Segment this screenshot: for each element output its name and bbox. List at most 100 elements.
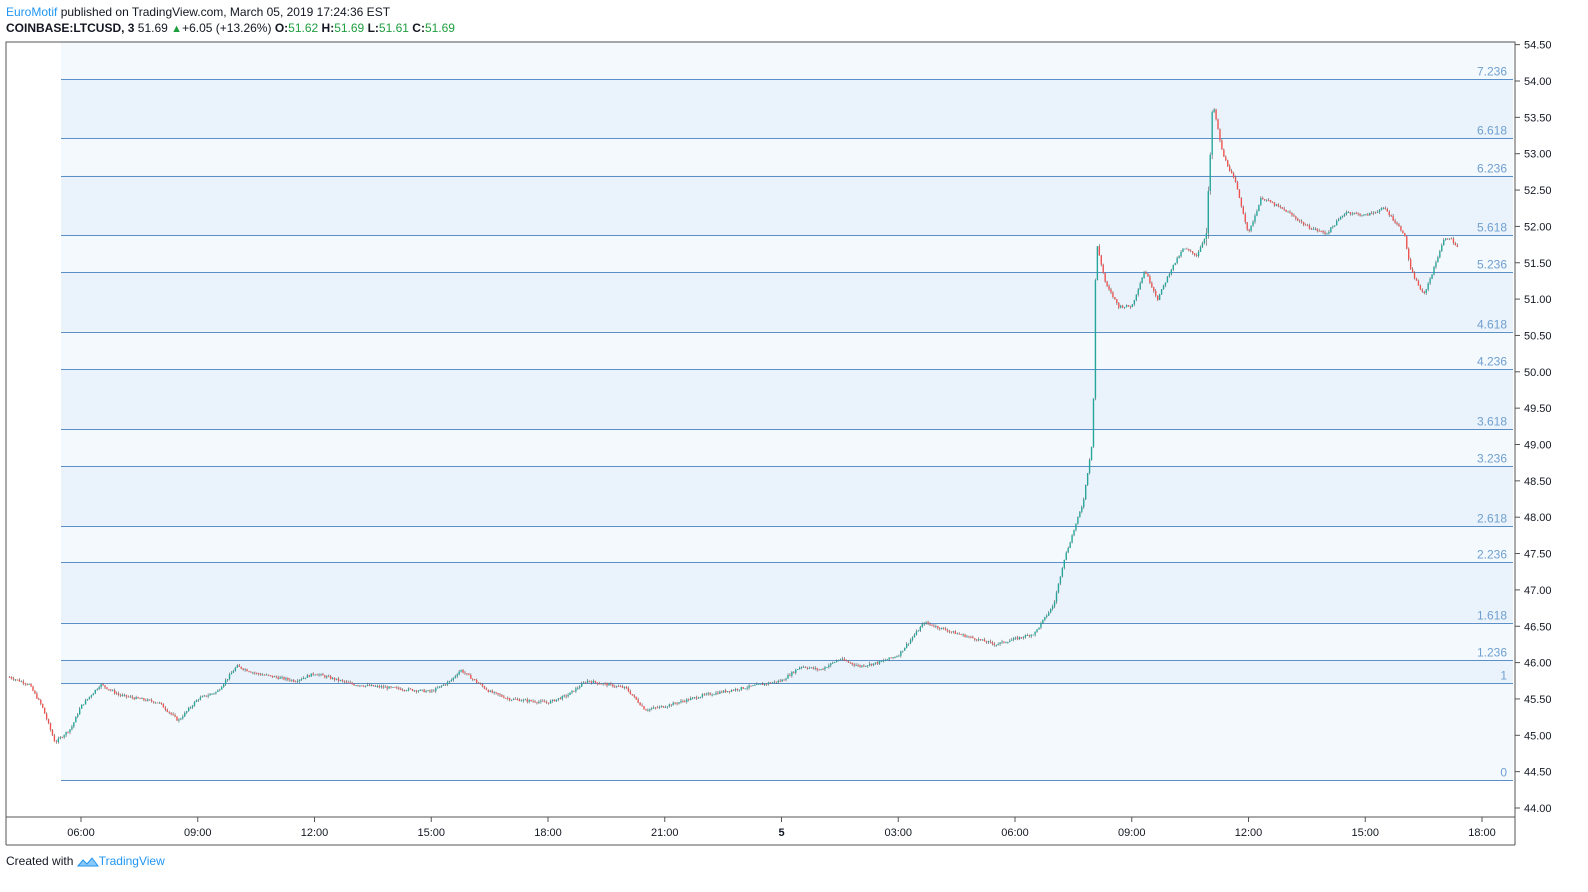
candle-body <box>392 687 394 688</box>
candle-body <box>1369 212 1371 216</box>
candle-body <box>734 689 737 691</box>
candle-body <box>1306 225 1309 227</box>
candle-body <box>1217 119 1219 130</box>
candle-body <box>289 679 291 681</box>
candle-body <box>1193 253 1196 256</box>
candle-body <box>828 665 830 668</box>
candle-body <box>150 700 153 702</box>
candle-body <box>713 694 715 696</box>
fib-level-label: 4.618 <box>1477 318 1507 332</box>
candle-body <box>1238 189 1241 199</box>
candle-body <box>709 693 711 695</box>
candle-body <box>394 687 396 688</box>
candle-body <box>761 683 764 685</box>
candle-body <box>1205 233 1208 239</box>
candle-body <box>812 667 814 669</box>
fibonacci-extension[interactable]: 0 1 1.236 1.618 2.236 2.618 3.236 3.618 4.236 4.6… <box>61 41 1513 781</box>
candle-body <box>643 706 645 710</box>
candle-body <box>1096 246 1099 281</box>
candle-body <box>1394 220 1396 223</box>
candle-body <box>501 695 503 697</box>
candle-body <box>789 675 791 676</box>
candle-body <box>330 676 332 679</box>
candle-body <box>300 679 303 680</box>
candle-body <box>283 677 285 680</box>
candle-body <box>444 684 447 686</box>
candle-body <box>814 668 816 669</box>
candle-body <box>1184 248 1186 250</box>
candle-body <box>43 707 46 714</box>
candle-body <box>522 699 525 701</box>
candle-body <box>976 639 978 641</box>
candle-body <box>894 657 896 658</box>
fib-level-label: 6.236 <box>1477 162 1507 176</box>
candle-body <box>614 686 616 688</box>
candle-body <box>802 666 805 668</box>
candle-body <box>450 680 453 682</box>
candle-body <box>526 699 528 702</box>
candle-body <box>368 684 371 686</box>
price-axis[interactable]: 54.50 54.00 53.50 53.00 52.50 52.00 51.50 51.00… <box>1515 40 1552 815</box>
candle-body <box>133 697 135 700</box>
candle-body <box>405 690 408 692</box>
candle-body <box>653 707 655 709</box>
candle-body <box>464 672 466 674</box>
candle-body <box>1209 154 1211 192</box>
candle-body <box>499 694 501 696</box>
candle-body <box>38 698 40 700</box>
candle-body <box>598 683 600 685</box>
candle-body <box>415 690 418 692</box>
candle-body <box>186 711 188 713</box>
candle-body <box>1121 305 1124 308</box>
candle-body <box>742 687 744 689</box>
candle-body <box>1312 228 1315 230</box>
tradingview-brand[interactable]: TradingView <box>98 854 165 868</box>
candle-body <box>187 707 190 712</box>
candle-body <box>826 667 828 668</box>
candle-body <box>14 679 17 681</box>
candle-body <box>291 679 293 681</box>
candle-body <box>1402 230 1404 234</box>
close-label: C: <box>412 21 425 35</box>
candle-body <box>1431 274 1433 279</box>
candle-body <box>489 690 491 692</box>
candle-body <box>244 669 246 671</box>
candle-body <box>510 699 513 701</box>
candle-body <box>514 698 517 700</box>
candle-body <box>1318 230 1320 232</box>
candle-body <box>298 679 301 682</box>
candle-body <box>20 681 23 683</box>
up-triangle-icon: ▲ <box>171 23 183 35</box>
candle-body <box>1036 629 1038 632</box>
candle-body <box>625 686 628 689</box>
candle-body <box>69 729 71 733</box>
candle-body <box>205 695 207 697</box>
time-axis[interactable]: 06:00 09:00 12:00 15:00 18:00 21:00 5 03:00 06:0… <box>67 817 1496 839</box>
candle-body <box>147 699 149 701</box>
candle-body <box>36 693 38 699</box>
author-link[interactable]: EuroMotif <box>6 5 58 19</box>
candle-body <box>1168 274 1171 277</box>
candle-body <box>1357 213 1359 215</box>
candle-body <box>413 690 416 692</box>
candle-body <box>1063 559 1065 568</box>
candle-body <box>553 699 556 702</box>
candle-body <box>781 679 783 682</box>
candle-body <box>1281 207 1283 209</box>
fib-band <box>61 175 1513 236</box>
candle-body <box>139 698 141 700</box>
candle-body <box>855 665 857 666</box>
candle-body <box>470 674 472 679</box>
candle-body <box>707 693 709 695</box>
candle-body <box>800 666 803 668</box>
candle-body <box>250 671 252 673</box>
candle-body <box>549 700 552 704</box>
candle-body <box>437 687 439 689</box>
candle-body <box>215 691 217 694</box>
candle-body <box>349 682 351 684</box>
candle-body <box>606 683 608 686</box>
candle-body <box>475 679 478 683</box>
candle-body <box>1400 226 1402 231</box>
candle-body <box>156 702 159 704</box>
